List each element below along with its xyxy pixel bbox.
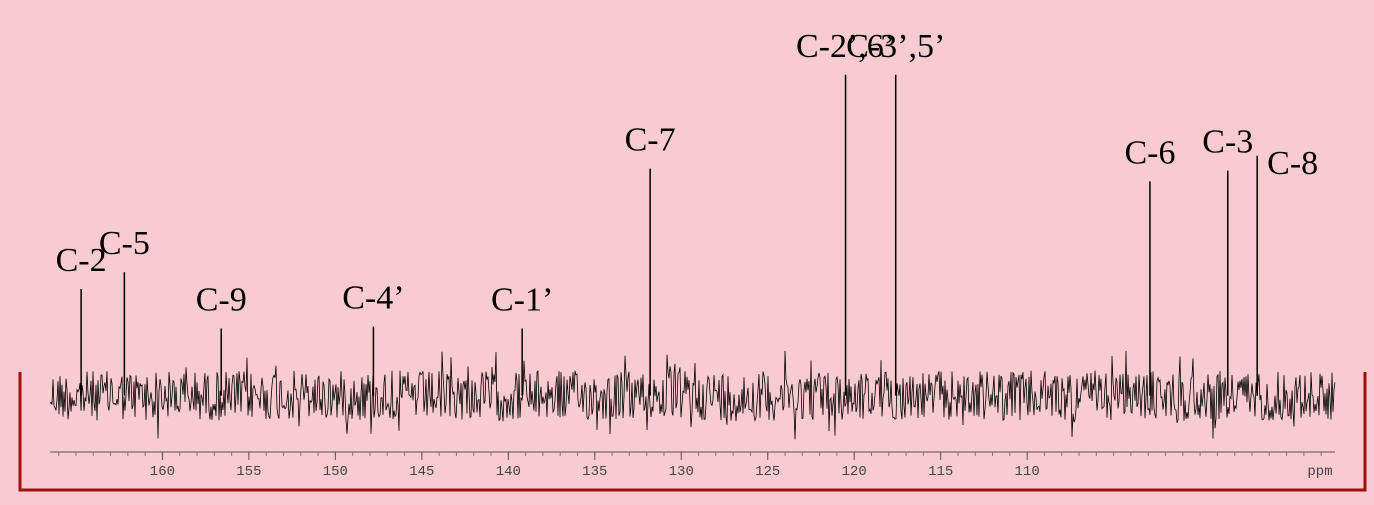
peak-label: C-3 bbox=[1202, 124, 1253, 161]
x-tick-label: 115 bbox=[928, 464, 953, 480]
peak-label: C-3’,5’ bbox=[846, 28, 945, 65]
x-tick-label: 130 bbox=[669, 464, 694, 480]
x-tick-label: 150 bbox=[323, 464, 348, 480]
peak-label: C-1’ bbox=[491, 282, 553, 319]
peak-label: C-9 bbox=[196, 282, 247, 319]
chart: ppm 160155150145140135130125120115110C-2… bbox=[0, 0, 1374, 505]
x-tick-label: 110 bbox=[1015, 464, 1040, 480]
peak-label: C-7 bbox=[625, 122, 676, 159]
peak-label: C-8 bbox=[1267, 145, 1318, 182]
x-tick-label: 160 bbox=[150, 464, 175, 480]
peak-label: C-6 bbox=[1124, 134, 1175, 171]
page: ppm 160155150145140135130125120115110C-2… bbox=[0, 0, 1374, 505]
x-tick-label: 120 bbox=[842, 464, 867, 480]
x-tick-label: 135 bbox=[582, 464, 607, 480]
x-tick-label: 145 bbox=[409, 464, 434, 480]
peak-label: C-4’ bbox=[342, 280, 404, 317]
x-tick-label: 140 bbox=[496, 464, 521, 480]
x-tick-label: 155 bbox=[236, 464, 261, 480]
peak-label: C-5 bbox=[99, 225, 150, 262]
noise bbox=[50, 351, 1335, 439]
x-tick-label: 125 bbox=[755, 464, 780, 480]
x-axis-label: ppm bbox=[1307, 464, 1332, 480]
